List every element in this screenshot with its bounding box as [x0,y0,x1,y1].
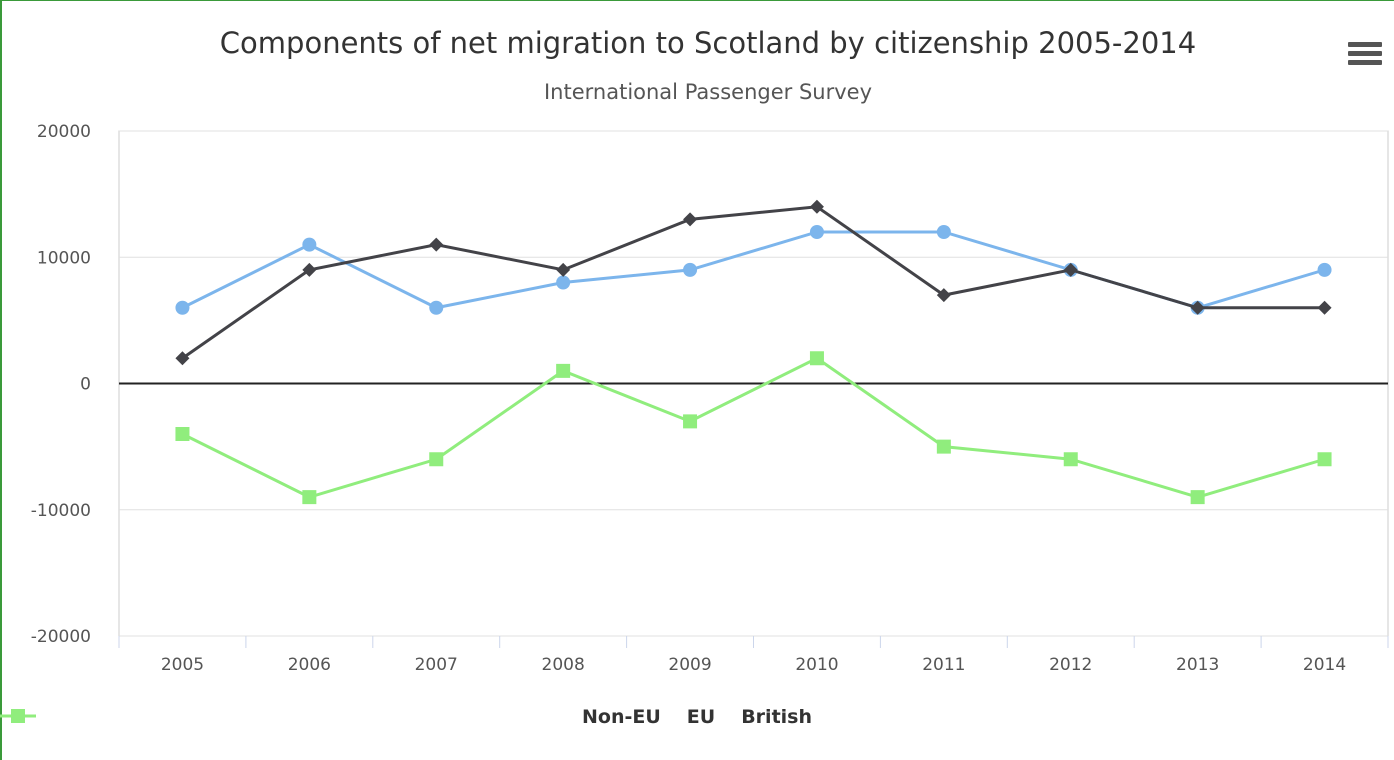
eu-data-point [429,237,444,252]
x-tick-label: 2013 [1176,655,1219,675]
chart-subtitle: International Passenger Survey [543,80,872,104]
non-eu-data-point [429,300,444,315]
y-tick-label: 10000 [37,248,91,268]
x-tick-label: 2005 [161,655,204,675]
legend-item-british[interactable]: British [0,706,812,728]
eu-data-point [1317,300,1332,315]
british-data-point [302,490,317,505]
y-tick-label: -10000 [31,501,91,521]
eu-data-point [302,262,317,277]
y-tick-label: 0 [80,375,91,395]
eu-data-point [809,199,824,214]
british-data-point [683,414,698,429]
non-eu-data-point [809,225,824,239]
eu-data-point [1190,300,1205,315]
chart-title: Components of net migration to Scotland … [219,26,1197,60]
line-chart: 20000 10000 0 -10000 -20000 2005 2006 2007 2008 2… [31,122,1389,675]
british-data-point [1063,452,1078,467]
eu-series-line [181,205,1325,360]
non-eu-data-point [302,237,317,252]
x-tick-label: 2010 [795,655,838,675]
y-tick-label: -20000 [31,627,91,647]
chart-legend: Non-EU EU British [0,706,1394,728]
british-data-point [809,351,824,366]
hamburger-menu-icon[interactable] [1348,42,1382,68]
x-tick-label: 2007 [415,655,458,675]
non-eu-data-point [175,300,190,315]
eu-data-point [1063,262,1078,277]
x-tick-label: 2011 [922,655,965,675]
british-data-point [936,439,951,454]
legend-label: Non-EU [582,706,661,728]
british-data-point [1190,490,1205,505]
legend-label: EU [686,706,716,728]
x-tick-label: 2008 [542,655,585,675]
eu-data-point [683,212,698,227]
non-eu-series-line [181,230,1325,310]
legend-item-eu[interactable]: EU [0,706,716,728]
non-eu-data-point [683,262,698,277]
british-data-point [429,452,444,467]
non-eu-data-point [936,225,951,239]
x-tick-label: 2012 [1049,655,1092,675]
eu-data-point [175,351,190,366]
x-tick-label: 2006 [288,655,331,675]
legend-label: British [741,706,812,728]
legend-square-icon [0,709,36,723]
y-tick-label: 20000 [37,122,91,142]
x-tick-label: 2014 [1303,655,1346,675]
non-eu-data-point [556,275,571,290]
british-data-point [175,427,190,441]
british-data-point [1317,452,1332,467]
legend-item-non-eu[interactable]: Non-EU [0,706,661,728]
eu-data-point [556,262,571,277]
eu-data-point [936,288,951,303]
british-data-point [556,363,571,378]
x-tick-label: 2009 [668,655,711,675]
non-eu-data-point [1317,262,1332,277]
british-series-line [181,356,1325,499]
